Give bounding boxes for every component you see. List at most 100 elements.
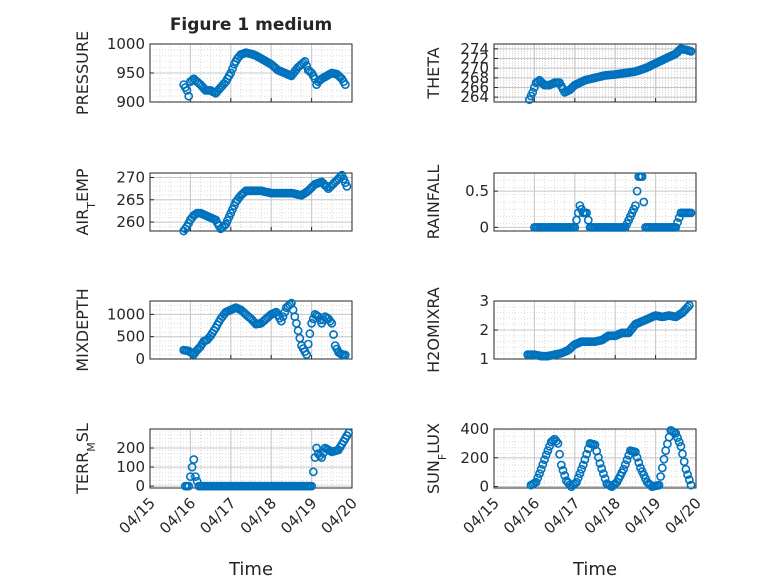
data-point: [582, 449, 591, 459]
data-point: [684, 300, 694, 310]
data-point: [535, 469, 544, 478]
data-point: [300, 57, 310, 66]
y-axis-label: RAINFALL: [424, 165, 443, 240]
y-tick-label: 100: [116, 458, 145, 476]
data-point: [683, 470, 692, 479]
data-point: [678, 449, 687, 459]
subplot-rainfall: 0 0.5 RAINFALL: [424, 165, 697, 240]
data-point: [307, 318, 316, 328]
y-axis-label: THETA: [424, 47, 443, 99]
y-tick-label: 900: [116, 93, 145, 111]
y-tick-label: 274: [460, 40, 489, 58]
subplot-air_temp: 260 265 270 AIRTEMP: [73, 168, 353, 236]
y-tick-label: 1: [479, 350, 489, 368]
series-markers: [526, 425, 696, 491]
data-point: [302, 350, 311, 359]
data-point: [673, 218, 682, 227]
series-markers: [179, 170, 352, 236]
data-point: [322, 182, 332, 192]
data-point: [551, 436, 561, 446]
xlabel-left: Time: [228, 559, 273, 580]
subplot-h2omixra: 1 2 3 H2OMIXRA: [424, 287, 697, 373]
y-tick-label: 0: [135, 477, 145, 495]
data-point: [189, 455, 199, 464]
data-point: [631, 447, 640, 457]
data-point: [634, 458, 644, 467]
y-axis-label: PRESSURE: [73, 31, 92, 115]
data-point: [632, 186, 642, 196]
data-point: [312, 443, 321, 453]
data-point: [278, 312, 288, 321]
y-tick-label: 270: [460, 59, 489, 77]
data-point: [671, 222, 681, 232]
data-point: [329, 330, 338, 339]
data-point: [558, 465, 568, 475]
data-point: [308, 467, 318, 477]
y-axis-label: SUNFLUX: [424, 423, 449, 494]
data-point: [619, 464, 628, 474]
data-point: [654, 480, 664, 490]
data-point: [597, 464, 607, 473]
y-tick-label: 1000: [107, 35, 145, 53]
data-point: [228, 64, 237, 74]
figure-title: Figure 1 medium: [170, 15, 332, 35]
y-tick-label: 3: [479, 292, 489, 310]
y-tick-label: 2: [479, 321, 489, 339]
data-point: [671, 428, 681, 438]
data-point: [182, 86, 192, 95]
y-tick-label: 200: [116, 439, 145, 457]
xlabel-right: Time: [572, 559, 617, 580]
data-point: [541, 450, 551, 460]
y-tick-label: 0: [479, 218, 489, 236]
data-point: [185, 472, 195, 481]
data-point: [657, 463, 667, 473]
axes-box: [149, 300, 353, 360]
data-point: [686, 480, 696, 490]
data-point: [226, 68, 236, 78]
y-axis-label: TERRMSL: [73, 423, 98, 495]
y-tick-label: 1000: [107, 305, 145, 323]
data-point: [679, 457, 689, 466]
y-axis-label: H2OMIXRA: [424, 287, 443, 373]
y-axis-label: MIXDEPTH: [73, 288, 92, 371]
y-tick-label: 272: [460, 50, 489, 68]
data-point: [325, 316, 335, 326]
y-axis-label: AIRTEMP: [73, 168, 98, 235]
series-markers: [179, 298, 350, 360]
y-tick-label: 0: [135, 350, 145, 368]
data-point: [684, 475, 694, 485]
data-point: [580, 455, 590, 464]
data-point: [556, 460, 566, 470]
data-point: [555, 449, 564, 459]
series-markers: [180, 428, 353, 491]
data-point: [307, 481, 316, 491]
series-markers: [179, 48, 350, 101]
major-grid: [494, 301, 696, 359]
data-point: [303, 339, 313, 349]
data-point: [659, 454, 669, 464]
data-point: [276, 316, 286, 326]
data-point: [599, 469, 608, 478]
data-point: [317, 453, 327, 462]
series-markers: [525, 44, 696, 104]
data-point: [340, 80, 350, 89]
y-tick-label: 0: [479, 478, 489, 496]
axes-box: [149, 172, 353, 232]
data-point: [184, 91, 194, 101]
y-tick-label: 268: [460, 69, 489, 87]
data-point: [639, 197, 649, 207]
y-tick-label: 0.5: [465, 182, 489, 200]
data-point: [560, 471, 570, 480]
data-point: [340, 350, 350, 360]
data-point: [553, 438, 563, 448]
data-point: [190, 472, 200, 481]
data-point: [543, 446, 553, 455]
data-point: [533, 77, 543, 86]
data-point: [686, 208, 696, 218]
axes-box: [493, 43, 697, 103]
data-point: [342, 181, 352, 191]
data-point: [575, 469, 585, 478]
data-point: [673, 433, 682, 442]
